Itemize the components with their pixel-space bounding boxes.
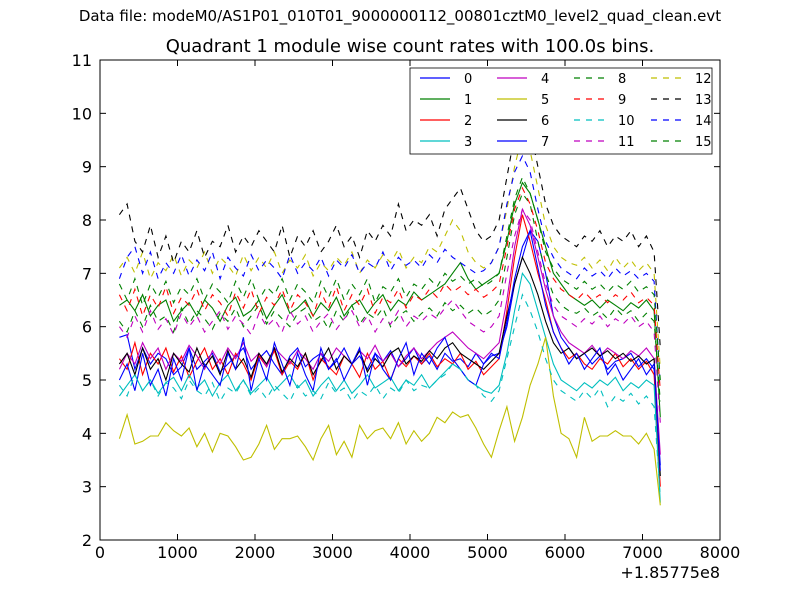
- x-tick-label: 6000: [545, 543, 586, 562]
- legend-label-12: 12: [695, 72, 712, 87]
- legend-label-15: 15: [695, 135, 712, 150]
- legend-label-5: 5: [541, 93, 549, 108]
- y-tick-label: 8: [82, 211, 92, 230]
- series-line-10: [118, 293, 661, 498]
- series-line-4: [118, 207, 661, 455]
- legend-label-7: 7: [541, 135, 549, 150]
- x-tick-label: 2000: [235, 543, 276, 562]
- x-tick-label: 5000: [467, 543, 508, 562]
- legend-label-4: 4: [541, 72, 549, 87]
- y-tick-label: 2: [82, 531, 92, 550]
- y-tick-label: 6: [82, 318, 92, 337]
- series-line-7: [118, 229, 661, 471]
- x-tick-label: 4000: [390, 543, 431, 562]
- x-offset-label: +1.85775e8: [620, 563, 720, 582]
- legend-label-10: 10: [618, 114, 635, 129]
- series-line-0: [119, 229, 661, 466]
- y-tick-label: 3: [82, 478, 92, 497]
- legend-label-1: 1: [464, 93, 472, 108]
- y-tick-label: 7: [82, 264, 92, 283]
- series-line-3: [118, 271, 661, 503]
- legend-box: [409, 67, 713, 155]
- legend-label-11: 11: [618, 135, 635, 150]
- x-tick-label: 3000: [312, 543, 353, 562]
- y-tick-label: 11: [72, 51, 92, 70]
- y-tick-label: 4: [82, 424, 92, 443]
- series-line-1: [119, 181, 661, 418]
- y-tick-label: 10: [72, 104, 92, 123]
- legend-label-0: 0: [464, 72, 472, 87]
- series-line-9: [118, 186, 661, 391]
- legend-label-14: 14: [695, 114, 712, 129]
- legend-label-13: 13: [695, 93, 712, 108]
- legend-label-8: 8: [618, 72, 626, 87]
- x-tick-label: 8000: [700, 543, 741, 562]
- series-line-5: [118, 337, 661, 506]
- axis-ticks: 0 1000 2000 3000 4000 5000 6000 7000 8000 2 3 4 5 6 7 8…: [72, 51, 741, 562]
- chart-title: Quadrant 1 module wise count rates with …: [165, 36, 655, 57]
- series-line-14: [118, 154, 661, 386]
- legend-label-6: 6: [541, 114, 549, 129]
- legend-label-9: 9: [618, 93, 626, 108]
- x-tick-label: 0: [95, 543, 105, 562]
- figure-suptitle: Data file: modeM0/AS1P01_010T01_90000001…: [78, 7, 722, 25]
- series-layer: [118, 100, 661, 506]
- y-tick-label: 9: [82, 158, 92, 177]
- x-tick-label: 1000: [157, 543, 198, 562]
- series-line-8: [118, 192, 661, 402]
- series-line-12: [118, 133, 661, 370]
- series-line-13: [118, 100, 661, 349]
- y-tick-label: 5: [82, 371, 92, 390]
- series-line-6: [118, 255, 661, 477]
- series-line-11: [118, 208, 661, 423]
- legend-label-2: 2: [464, 114, 472, 129]
- x-tick-label: 7000: [622, 543, 663, 562]
- legend-label-3: 3: [464, 135, 472, 150]
